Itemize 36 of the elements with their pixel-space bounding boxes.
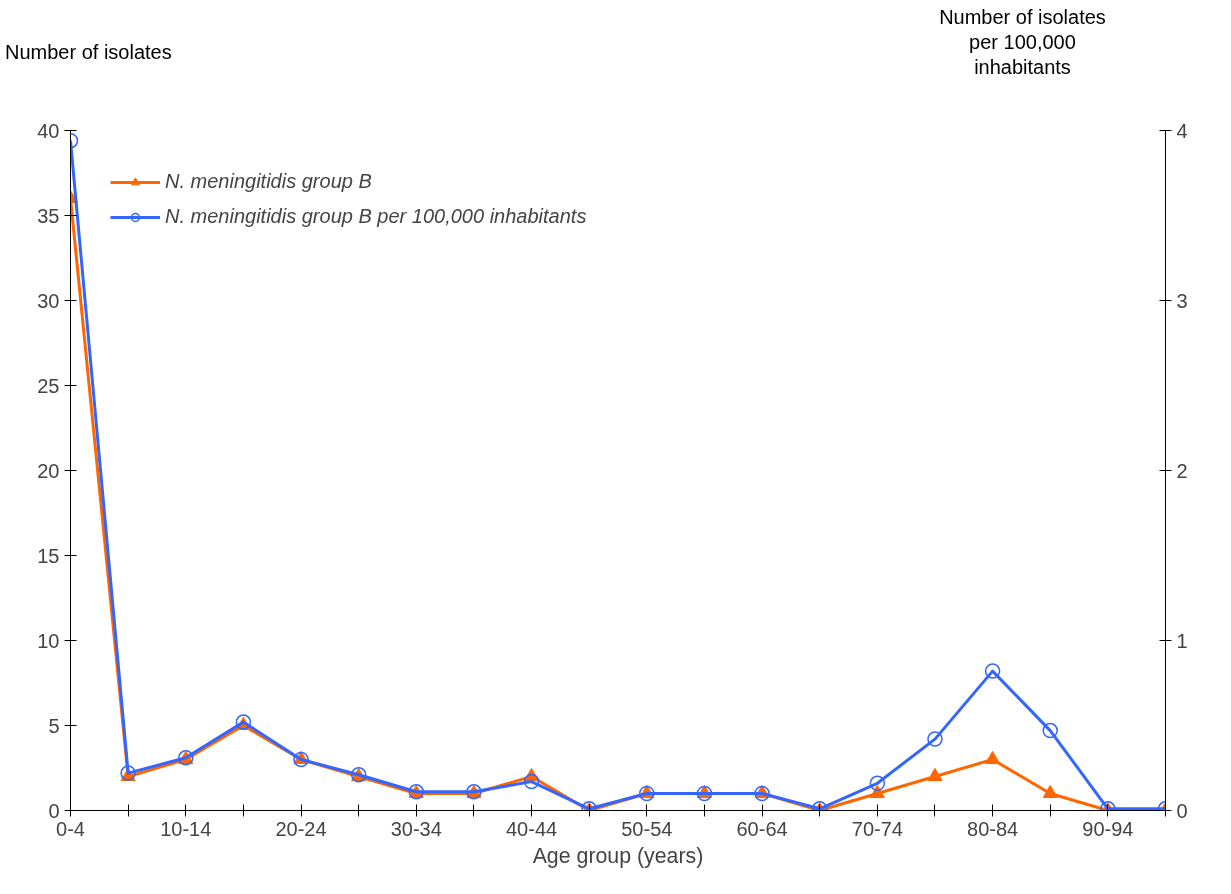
point [984,663,1001,679]
y-tick-label: 5 [48,714,60,737]
x-tick-label: 60-64 [736,817,788,840]
x-tick-label: 90-94 [1082,817,1134,840]
x-tick-label: 30-34 [390,817,442,840]
point [869,784,885,799]
point [985,750,1001,765]
y-tick-label: 35 [37,204,60,227]
y2-tick-label: 2 [1176,459,1188,482]
y-tick-label: 40 [37,119,60,142]
y-tick-label: 25 [37,374,60,397]
legend-label: N. meningitidis group B [165,170,372,193]
y2-axis-title: Number of isolates per 100,000 inhabitants [939,5,1106,80]
legend-label: N. meningitidis group B per 100,000 inhabitants [165,205,587,228]
y2-tick-label: 4 [1176,119,1188,142]
y-tick-label: 10 [37,629,60,652]
x-axis-title: Age group (years) [532,843,704,868]
y2-tick-label: 0 [1176,799,1188,822]
y-tick-label: 30 [37,289,60,312]
x-tick-label: 10-14 [160,817,212,840]
point [1042,722,1058,739]
y-tick-label: 15 [37,544,60,567]
x-tick-label: 20-24 [275,817,327,840]
y2-tick-label: 1 [1176,629,1188,652]
x-tick-label: 50-54 [621,817,673,840]
point [869,775,886,792]
y-axis-title: Number of isolates [5,40,172,65]
x-tick-label: 80-84 [967,817,1019,840]
point [1042,784,1058,799]
y2-tick-label: 3 [1176,289,1188,312]
x-tick-label: 70-74 [851,817,903,840]
x-tick-label: 40-44 [505,817,558,840]
point [927,767,943,782]
y-tick-label: 20 [37,459,60,482]
point [523,773,540,790]
point [927,731,943,747]
